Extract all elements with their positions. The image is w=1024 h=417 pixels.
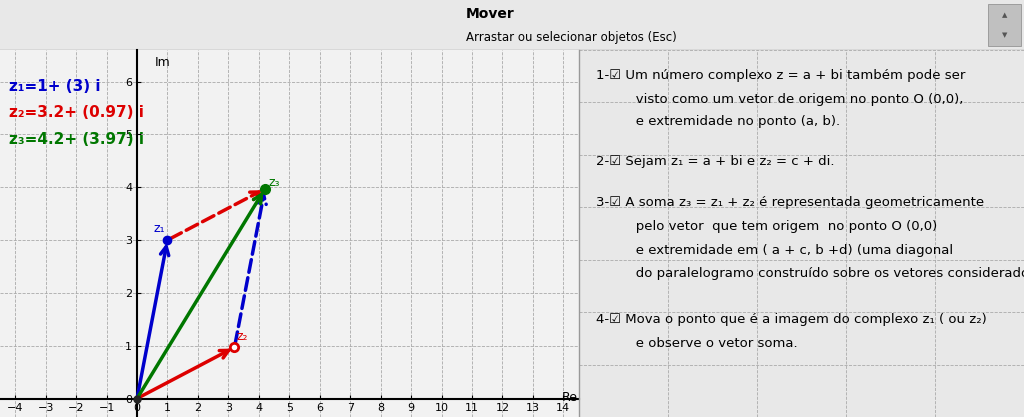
Text: e observe o vetor soma.: e observe o vetor soma. [623,337,798,350]
Text: visto como um vetor de origem no ponto O (0,0),: visto como um vetor de origem no ponto O… [623,93,964,106]
Text: z₃=4.2+ (3.97) i: z₃=4.2+ (3.97) i [9,132,144,147]
Text: ▼: ▼ [1001,32,1008,38]
Text: Mover: Mover [466,7,515,21]
Text: ▲: ▲ [1001,12,1008,18]
Text: 3-☑ A soma z₃ = z₁ + z₂ é representada geometricamente: 3-☑ A soma z₃ = z₁ + z₂ é representada g… [596,196,984,209]
Text: do paralelogramo construído sobre os vetores considerados).: do paralelogramo construído sobre os vet… [623,267,1024,280]
Text: Re: Re [561,392,578,404]
Text: z₃: z₃ [268,176,281,189]
Text: 4-☑ Mova o ponto que é a imagem do complexo z₁ ( ou z₂): 4-☑ Mova o ponto que é a imagem do compl… [596,313,987,326]
Text: z₂=3.2+ (0.97) i: z₂=3.2+ (0.97) i [9,106,144,121]
Text: Arrastar ou selecionar objetos (Esc): Arrastar ou selecionar objetos (Esc) [466,31,677,44]
Text: 2-☑ Sejam z₁ = a + bi e z₂ = c + di.: 2-☑ Sejam z₁ = a + bi e z₂ = c + di. [596,156,835,168]
Text: z₂: z₂ [237,330,249,343]
Text: e extremidade em ( a + c, b +d) (uma diagonal: e extremidade em ( a + c, b +d) (uma dia… [623,244,953,256]
Text: z₁=1+ (3) i: z₁=1+ (3) i [9,79,100,94]
FancyBboxPatch shape [988,4,1021,46]
Text: 1-☑ Um número complexo z = a + bi também pode ser: 1-☑ Um número complexo z = a + bi também… [596,69,966,82]
Text: z₁: z₁ [154,222,165,235]
Text: pelo vetor  que tem origem  no ponto O (0,0): pelo vetor que tem origem no ponto O (0,… [623,220,937,233]
Text: Im: Im [155,55,170,68]
Text: e extremidade no ponto (a, b).: e extremidade no ponto (a, b). [623,115,841,128]
